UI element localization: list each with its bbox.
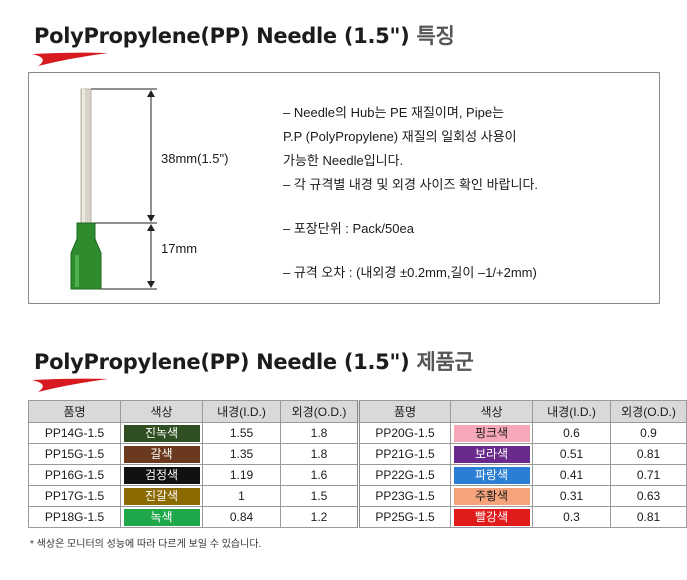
product-name-cell: PP21G-1.5	[357, 443, 451, 465]
product-name-cell: PP15G-1.5	[28, 443, 121, 465]
color-cell: 주황색	[450, 485, 533, 507]
outer-diameter-cell: 0.9	[610, 422, 687, 444]
inner-diameter-cell: 0.6	[532, 422, 611, 444]
features-heading-en: PolyPropylene(PP) Needle (1.5")	[34, 24, 410, 48]
color-cell: 진녹색	[120, 422, 203, 444]
color-cell: 녹색	[120, 506, 203, 528]
product-name-cell: PP25G-1.5	[357, 506, 451, 528]
column-header: 품명	[28, 400, 121, 423]
column-header: 외경(O.D.)	[280, 400, 359, 423]
color-swatch: 주황색	[453, 487, 530, 505]
color-swatch: 진갈색	[123, 487, 200, 505]
column-header: 외경(O.D.)	[610, 400, 687, 423]
needle-pipe-highlight	[82, 89, 85, 223]
color-cell: 빨강색	[450, 506, 533, 528]
feature-line: – 각 규격별 내경 및 외경 사이즈 확인 바랍니다.	[283, 177, 539, 192]
features-heading-ko: 특징	[416, 24, 455, 48]
color-swatch: 진녹색	[123, 424, 200, 442]
product-name-cell: PP18G-1.5	[28, 506, 121, 528]
column-header: 색상	[120, 400, 203, 423]
feature-line: – Needle의 Hub는 PE 재질이며, Pipe는	[283, 105, 505, 120]
column-header: 내경(I.D.)	[202, 400, 281, 423]
needle-hub-highlight	[75, 255, 79, 287]
color-swatch: 보라색	[453, 445, 530, 463]
product-name-cell: PP20G-1.5	[357, 422, 451, 444]
outer-diameter-cell: 1.2	[280, 506, 359, 528]
product-spec-table: 품명 색상 내경(I.D.) 외경(O.D.) 품명 색상 내경(I.D.) 외…	[28, 400, 687, 528]
column-header: 색상	[450, 400, 533, 423]
red-swoosh-icon	[32, 52, 108, 66]
inner-diameter-cell: 1	[202, 485, 281, 507]
feature-line: P.P (PolyPropylene) 재질의 일회성 사용이	[283, 129, 517, 144]
table-row: PP16G-1.5 검정색 1.19 1.6 PP22G-1.5 파랑색 0.41 0.71	[28, 464, 687, 486]
outer-diameter-cell: 0.71	[610, 464, 687, 486]
inner-diameter-cell: 0.3	[532, 506, 611, 528]
outer-diameter-cell: 1.8	[280, 443, 359, 465]
products-heading: PolyPropylene(PP) Needle (1.5") 제품군	[34, 346, 474, 376]
feature-line: – 규격 오차 : (내외경 ±0.2mm,길이 –1/+2mm)	[283, 265, 537, 280]
outer-diameter-cell: 1.8	[280, 422, 359, 444]
red-swoosh-icon	[32, 378, 108, 392]
color-swatch: 검정색	[123, 466, 200, 484]
table-row: PP17G-1.5 진갈색 1 1.5 PP23G-1.5 주황색 0.31 0.63	[28, 485, 687, 507]
product-name-cell: PP17G-1.5	[28, 485, 121, 507]
inner-diameter-cell: 1.19	[202, 464, 281, 486]
feature-line: – 포장단위 : Pack/50ea	[283, 221, 414, 236]
color-swatch: 핑크색	[453, 424, 530, 442]
color-cell: 진갈색	[120, 485, 203, 507]
color-cell: 핑크색	[450, 422, 533, 444]
inner-diameter-cell: 0.51	[532, 443, 611, 465]
inner-diameter-cell: 0.31	[532, 485, 611, 507]
color-swatch: 갈색	[123, 445, 200, 463]
color-swatch: 빨강색	[453, 508, 530, 526]
color-cell: 보라색	[450, 443, 533, 465]
inner-diameter-cell: 1.55	[202, 422, 281, 444]
outer-diameter-cell: 0.63	[610, 485, 687, 507]
needle-diagram	[70, 88, 157, 290]
color-disclaimer-note: * 색상은 모니터의 성능에 따라 다르게 보일 수 있습니다.	[30, 539, 262, 550]
outer-diameter-cell: 1.6	[280, 464, 359, 486]
products-heading-ko: 제품군	[416, 350, 474, 374]
outer-diameter-cell: 0.81	[610, 506, 687, 528]
color-swatch: 파랑색	[453, 466, 530, 484]
outer-diameter-cell: 0.81	[610, 443, 687, 465]
color-cell: 파랑색	[450, 464, 533, 486]
column-header: 내경(I.D.)	[532, 400, 611, 423]
color-swatch: 녹색	[123, 508, 200, 526]
feature-line: 가능한 Needle입니다.	[283, 153, 404, 168]
features-box: 38mm(1.5") 17mm – Needle의 Hub는 PE 재질이며, …	[28, 72, 660, 304]
products-heading-en: PolyPropylene(PP) Needle (1.5")	[34, 350, 410, 374]
color-cell: 검정색	[120, 464, 203, 486]
product-name-cell: PP23G-1.5	[357, 485, 451, 507]
table-row: PP18G-1.5 녹색 0.84 1.2 PP25G-1.5 빨강색 0.3 0.81	[28, 506, 687, 528]
features-heading: PolyPropylene(PP) Needle (1.5") 특징	[34, 20, 455, 50]
feature-list: – Needle의 Hub는 PE 재질이며, Pipe는 P.P (PolyP…	[283, 101, 653, 285]
product-name-cell: PP14G-1.5	[28, 422, 121, 444]
inner-diameter-cell: 0.84	[202, 506, 281, 528]
table-header-row: 품명 색상 내경(I.D.) 외경(O.D.) 품명 색상 내경(I.D.) 외…	[28, 400, 687, 423]
pipe-length-label: 38mm(1.5")	[161, 151, 229, 166]
color-cell: 갈색	[120, 443, 203, 465]
inner-diameter-cell: 1.35	[202, 443, 281, 465]
column-header: 품명	[357, 400, 451, 423]
table-row: PP15G-1.5 갈색 1.35 1.8 PP21G-1.5 보라색 0.51 0.81	[28, 443, 687, 465]
product-name-cell: PP22G-1.5	[357, 464, 451, 486]
inner-diameter-cell: 0.41	[532, 464, 611, 486]
table-row: PP14G-1.5 진녹색 1.55 1.8 PP20G-1.5 핑크색 0.6 0.9	[28, 422, 687, 444]
hub-length-label: 17mm	[161, 241, 198, 256]
product-name-cell: PP16G-1.5	[28, 464, 121, 486]
outer-diameter-cell: 1.5	[280, 485, 359, 507]
